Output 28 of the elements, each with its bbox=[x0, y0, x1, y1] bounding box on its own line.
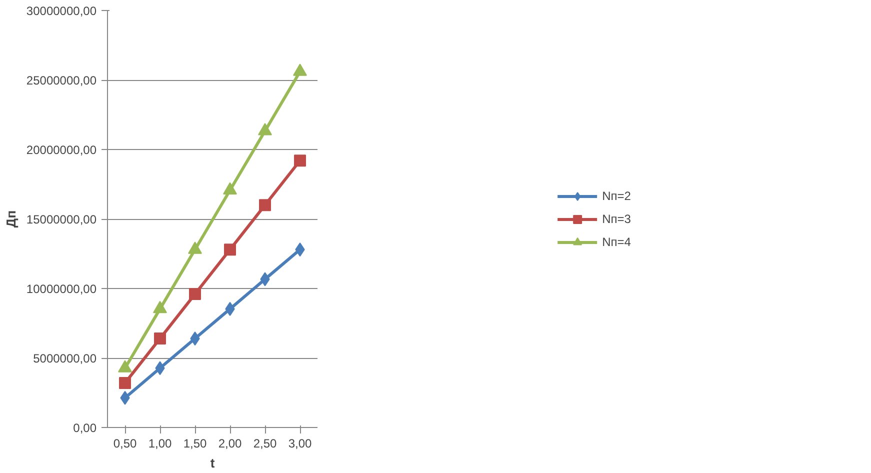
legend-label: Nп=3 bbox=[602, 212, 631, 226]
x-tick-label: 0,50 bbox=[113, 436, 138, 450]
y-tick-label: 10000000,00 bbox=[26, 282, 97, 296]
point bbox=[294, 154, 306, 167]
point bbox=[223, 182, 237, 194]
legend-label: Nп=4 bbox=[602, 234, 631, 248]
point bbox=[188, 242, 202, 254]
y-tick-label: 20000000,00 bbox=[26, 143, 97, 157]
point bbox=[224, 244, 236, 256]
x-tick-label: 1,50 bbox=[183, 436, 208, 450]
y-tick-label: 30000000,00 bbox=[26, 4, 97, 18]
point bbox=[259, 199, 271, 212]
point bbox=[119, 377, 131, 390]
x-tick-label: 1,00 bbox=[148, 436, 172, 450]
point bbox=[293, 64, 307, 76]
y-tick-label: 0,00 bbox=[73, 421, 97, 435]
x-axis-title: t bbox=[210, 456, 216, 470]
x-tick-label: 3,00 bbox=[288, 436, 312, 450]
point bbox=[258, 123, 272, 136]
point bbox=[189, 288, 201, 300]
x-tick-label: 2,50 bbox=[253, 436, 278, 450]
legend-label: Nп=2 bbox=[602, 188, 631, 202]
x-tick-label: 2,00 bbox=[218, 436, 242, 450]
y-tick-label: 15000000,00 bbox=[26, 212, 97, 226]
y-tick-label: 25000000,00 bbox=[26, 74, 97, 88]
y-axis-title: Дп bbox=[3, 210, 18, 228]
y-tick-label: 5000000,00 bbox=[33, 352, 97, 366]
point bbox=[154, 332, 166, 345]
